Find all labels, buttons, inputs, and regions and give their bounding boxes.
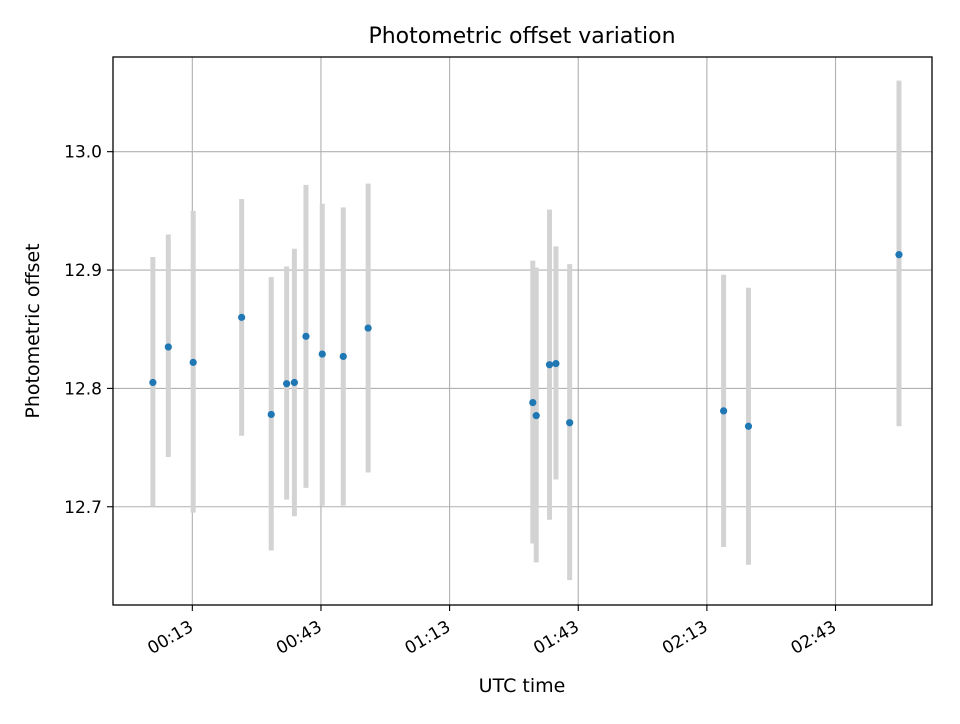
y-tick-label: 12.8	[64, 379, 102, 399]
data-point	[318, 350, 326, 358]
data-point	[744, 422, 753, 430]
data-point	[895, 251, 903, 259]
data-point	[149, 378, 157, 387]
data-point	[238, 313, 246, 321]
data-point	[552, 359, 560, 368]
plot-frame	[112, 56, 933, 606]
data-point	[267, 410, 275, 419]
chart-title: Photometric offset variation	[368, 24, 675, 49]
x-tick-label: 00:43	[273, 617, 325, 659]
y-axis-label: Photometric offset	[22, 243, 44, 418]
data-point	[302, 332, 310, 340]
data-point	[339, 352, 347, 361]
y-tick-label: 12.9	[64, 261, 102, 281]
x-tick-label: 01:13	[402, 617, 454, 659]
data-points	[149, 251, 903, 430]
grid-lines	[113, 57, 932, 605]
x-tick-label: 01:43	[530, 617, 582, 659]
y-tick-label: 12.7	[64, 498, 102, 518]
x-tick-label: 02:13	[659, 617, 711, 659]
data-point	[290, 378, 298, 387]
x-tick-label: 02:43	[788, 617, 840, 659]
data-point	[364, 324, 372, 332]
data-point	[283, 380, 291, 388]
y-tick-label: 13.0	[64, 143, 102, 163]
data-point	[545, 361, 554, 369]
data-point	[164, 343, 172, 351]
data-point	[532, 412, 540, 420]
data-point	[720, 407, 728, 415]
data-point	[189, 358, 197, 366]
data-point	[529, 399, 537, 407]
x-tick-label: 00:13	[144, 617, 196, 659]
error-bars	[150, 80, 902, 581]
x-axis-label: UTC time	[479, 675, 566, 697]
data-point	[566, 419, 574, 427]
